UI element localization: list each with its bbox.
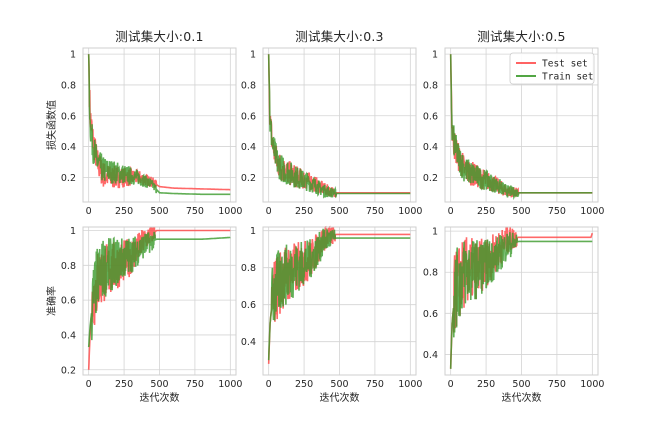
y-tick-label: 0.6 [241,300,256,311]
legend: Test set Train set [509,52,595,85]
x-tick-label: 750 [366,379,384,390]
y-tick-label: 0.8 [423,80,438,91]
x-tick-label: 250 [115,206,133,217]
y-tick-label: 0.2 [61,365,76,376]
x-tick-label: 250 [477,379,495,390]
x-tick-label: 750 [548,206,566,217]
x-tick-label: 750 [548,379,566,390]
x-tick-label: 250 [115,379,133,390]
subplot-2: 0 250 500 750 1000 0.2 0.4 0.6 0.8 1 测试集大小:0.3 [241,29,423,217]
y-tick-label: 1 [432,50,438,61]
axes-frame [82,47,237,203]
y-tick-label: 0.8 [423,268,438,279]
x-tick-label: 0 [266,379,272,390]
x-tick-label: 0 [86,206,92,217]
x-tick-label: 500 [330,206,348,217]
y-tick-label: 1 [70,50,76,61]
x-tick-label: 1000 [398,206,422,217]
legend-label: Test set [542,59,588,70]
x-tick-label: 1000 [580,379,604,390]
x-tick-label: 250 [295,206,313,217]
train-set-line [449,232,593,369]
x-tick-label: 750 [186,206,204,217]
x-axis-label: 迭代次数 [320,391,360,404]
axes-frame [444,226,599,376]
y-tick-label: 0.2 [241,173,256,184]
x-tick-label: 250 [477,206,495,217]
y-tick-label: 0.4 [423,142,438,153]
train-set-line [87,231,231,348]
x-axis-label: 迭代次数 [140,391,180,404]
subplot-title: 测试集大小:0.5 [477,29,565,44]
y-tick-label: 0.6 [423,111,438,122]
y-tick-label: 0.6 [241,111,256,122]
y-tick-label: 1 [432,227,438,238]
y-tick-label: 1 [70,226,76,237]
legend-label: Train set [542,72,593,83]
x-tick-label: 0 [86,379,92,390]
y-tick-label: 0.6 [423,309,438,320]
y-tick-label: 0.4 [241,142,256,153]
x-tick-label: 1000 [218,379,242,390]
x-tick-label: 750 [186,379,204,390]
x-tick-label: 500 [512,206,530,217]
subplot-title: 测试集大小:0.3 [295,29,383,44]
subplot-3: 0 250 500 750 1000 0.2 0.4 0.6 0.8 1 测试集大小:0.5 Test… [423,29,605,217]
y-axis-label: 准确率 [45,286,58,316]
y-tick-label: 0.6 [61,296,76,307]
x-tick-label: 1000 [398,379,422,390]
y-tick-label: 0.8 [61,80,76,91]
train-set-line [449,54,593,201]
y-tick-label: 0.2 [423,173,438,184]
subplot-title: 测试集大小:0.1 [115,29,203,44]
x-tick-label: 250 [295,379,313,390]
subplot-4: 0 250 500 750 1000 0.2 0.4 0.6 0.8 1 迭代次数 准确率 [45,226,242,404]
x-tick-label: 1000 [580,206,604,217]
y-tick-label: 0.4 [61,142,76,153]
x-tick-label: 500 [150,206,168,217]
train-set-line [267,54,411,199]
x-tick-label: 1000 [218,206,242,217]
train-set-line [267,227,411,361]
axes-frame [262,226,417,376]
x-tick-label: 0 [448,379,454,390]
x-tick-label: 500 [512,379,530,390]
x-tick-label: 750 [366,206,384,217]
y-tick-label: 0.8 [241,80,256,91]
x-tick-label: 0 [266,206,272,217]
y-tick-label: 0.4 [241,337,256,348]
y-tick-label: 1 [250,226,256,237]
x-tick-label: 500 [150,379,168,390]
axes-frame [82,226,237,376]
x-tick-label: 500 [330,379,348,390]
y-tick-label: 0.6 [61,111,76,122]
train-set-line [87,54,231,196]
y-tick-label: 0.4 [61,330,76,341]
x-axis-label: 迭代次数 [502,391,542,404]
y-tick-label: 0.8 [61,261,76,272]
x-tick-label: 0 [448,206,454,217]
subplot-1: 0 250 500 750 1000 0.2 0.4 0.6 0.8 1 测试集大小:0.1 损失函数… [45,29,242,217]
axes-frame [262,47,417,203]
y-tick-label: 0.4 [423,350,438,361]
axes-frame [444,47,599,203]
y-tick-label: 1 [250,50,256,61]
y-axis-label: 损失函数值 [45,100,58,150]
y-tick-label: 0.2 [61,173,76,184]
subplot-6: 0 250 500 750 1000 0.4 0.6 0.8 1 迭代次数 [423,226,604,404]
subplot-5: 0 250 500 750 1000 0.4 0.6 0.8 1 迭代次数 [241,225,422,404]
y-tick-label: 0.8 [241,263,256,274]
